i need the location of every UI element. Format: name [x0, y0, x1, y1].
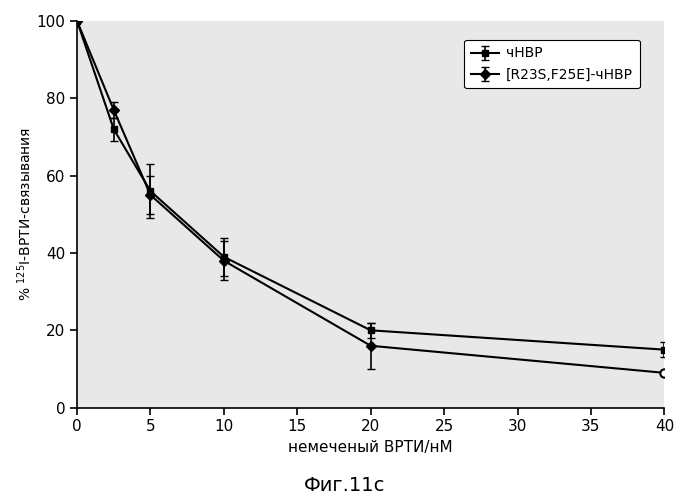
- Text: Фиг.11с: Фиг.11с: [304, 476, 385, 495]
- X-axis label: немеченый ВРТИ/нМ: немеченый ВРТИ/нМ: [289, 440, 453, 455]
- Y-axis label: % $^{125}$I-ВРТИ-связывания: % $^{125}$I-ВРТИ-связывания: [15, 128, 34, 302]
- Legend: чНВР, [R23S,F25E]-чНВР: чНВР, [R23S,F25E]-чНВР: [464, 40, 640, 88]
